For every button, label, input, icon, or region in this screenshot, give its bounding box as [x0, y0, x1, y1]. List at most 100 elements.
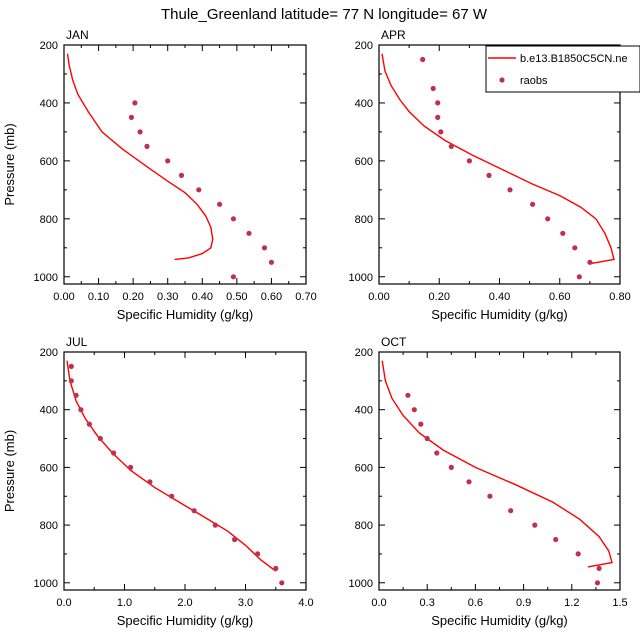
- x-tick-label: 0.3: [420, 597, 435, 609]
- raobs-point: [232, 536, 238, 543]
- raobs-point: [279, 580, 285, 586]
- panels-group: 0.00 0.10 0.20 0.30 0.40 0.50 0.60 0.70 200 400 60…: [2, 28, 640, 628]
- x-tick-label: 4.0: [298, 597, 313, 609]
- raobs-point: [430, 85, 436, 92]
- y-tick-label: 200: [40, 347, 58, 359]
- y-tick-label: 400: [40, 98, 58, 110]
- legend-label-model: b.e13.B1850C5CN.ne: [520, 53, 628, 65]
- plot-area: [381, 53, 615, 280]
- raobs-point: [178, 172, 185, 178]
- raobs-point: [78, 407, 84, 413]
- x-tick-label: 0.60: [261, 291, 282, 303]
- raobs-point: [435, 114, 441, 120]
- raobs-point: [246, 230, 252, 236]
- raobs-point: [268, 259, 274, 265]
- raobs-point: [434, 450, 440, 456]
- x-axis-label: Specific Humidity (g/kg): [431, 613, 568, 628]
- raobs-point: [532, 522, 538, 528]
- raobs-point: [147, 479, 153, 485]
- raobs-point: [255, 551, 261, 557]
- raobs-point: [508, 508, 514, 514]
- raobs-point: [191, 508, 197, 514]
- x-tick-label: 0.30: [157, 291, 178, 303]
- y-axis-label: Pressure (mb): [2, 430, 17, 512]
- raobs-point: [560, 230, 566, 236]
- panel-apr: 0.00 0.20 0.40 0.60 0.80 200 400 600 800 1000 APR S…: [349, 28, 640, 322]
- raobs-point: [405, 392, 411, 398]
- y-tick-label: 200: [355, 347, 373, 359]
- raobs-point: [486, 172, 492, 178]
- raobs-point: [507, 187, 513, 193]
- raobs-point: [424, 435, 430, 442]
- plot-frame: [378, 351, 621, 591]
- x-axis-label: Specific Humidity (g/kg): [117, 307, 254, 322]
- x-tick-label: 0.50: [226, 291, 247, 303]
- raobs-point: [132, 100, 138, 106]
- x-tick-label: 0.40: [192, 291, 213, 303]
- x-tick-label: 0.20: [429, 291, 450, 303]
- raobs-point: [596, 565, 602, 572]
- panel-label-jan: JAN: [66, 28, 89, 42]
- y-tick-label: 800: [355, 520, 373, 532]
- y-tick-label: 400: [40, 405, 58, 417]
- raobs-point: [530, 201, 536, 207]
- y-tick-label: 600: [355, 156, 373, 168]
- x-axis-label: Specific Humidity (g/kg): [117, 613, 254, 628]
- x-tick-label: 1.2: [564, 597, 579, 609]
- y-tick-label: 1000: [34, 578, 58, 590]
- raobs-point: [165, 158, 171, 164]
- plot-area: [66, 53, 274, 280]
- x-tick-label: 0.60: [549, 291, 570, 303]
- model-line: [381, 53, 615, 265]
- x-tick-label: 0.70: [295, 291, 316, 303]
- figure-title: Thule_Greenland latitude= 77 N longitude…: [161, 6, 488, 23]
- model-line: [66, 53, 214, 261]
- raobs-point: [273, 565, 279, 572]
- x-tick-label: 0.0: [56, 597, 71, 609]
- y-tick-label: 800: [40, 520, 58, 532]
- legend-box: [485, 45, 640, 93]
- x-tick-label: 0.20: [122, 291, 143, 303]
- model-line: [381, 360, 613, 568]
- x-tick-label: 1.5: [612, 597, 627, 609]
- x-tick-label: 1.0: [117, 597, 132, 609]
- raobs-point: [418, 421, 424, 427]
- raobs-point: [545, 216, 551, 222]
- raobs-point: [97, 435, 103, 442]
- y-tick-label: 200: [355, 40, 373, 52]
- raobs-point: [448, 143, 454, 149]
- y-tick-label: 200: [40, 40, 58, 52]
- x-tick-label: 0.00: [368, 291, 389, 303]
- raobs-point: [86, 421, 92, 427]
- x-tick-label: 0.6: [468, 597, 483, 609]
- y-tick-label: 600: [40, 462, 58, 474]
- raobs-point: [128, 114, 134, 120]
- y-tick-label: 600: [355, 462, 373, 474]
- plot-frame: [63, 44, 307, 285]
- raobs-point: [68, 378, 74, 384]
- raobs-point: [553, 536, 559, 543]
- raobs-point: [587, 259, 593, 265]
- legend-label-raobs: raobs: [520, 75, 548, 87]
- raobs-point: [411, 407, 417, 413]
- panel-label-oct: OCT: [381, 335, 407, 349]
- panel-label-jul: JUL: [66, 335, 88, 349]
- y-tick-label: 1000: [349, 578, 373, 590]
- raobs-point: [261, 245, 268, 251]
- raobs-point: [128, 464, 134, 470]
- raobs-point: [575, 551, 581, 557]
- raobs-point: [230, 274, 236, 280]
- plot-area: [66, 360, 285, 586]
- raobs-point: [111, 450, 117, 456]
- panel-label-apr: APR: [381, 28, 406, 42]
- raobs-point: [466, 158, 472, 164]
- raobs-point: [448, 464, 454, 470]
- x-tick-label: 0.00: [53, 291, 74, 303]
- raobs-point: [73, 392, 79, 398]
- raobs-point: [68, 363, 74, 369]
- plot-frame: [63, 351, 307, 591]
- raobs-point: [212, 522, 218, 528]
- y-tick-label: 800: [355, 214, 373, 226]
- x-tick-label: 0.80: [609, 291, 630, 303]
- y-tick-label: 800: [40, 214, 58, 226]
